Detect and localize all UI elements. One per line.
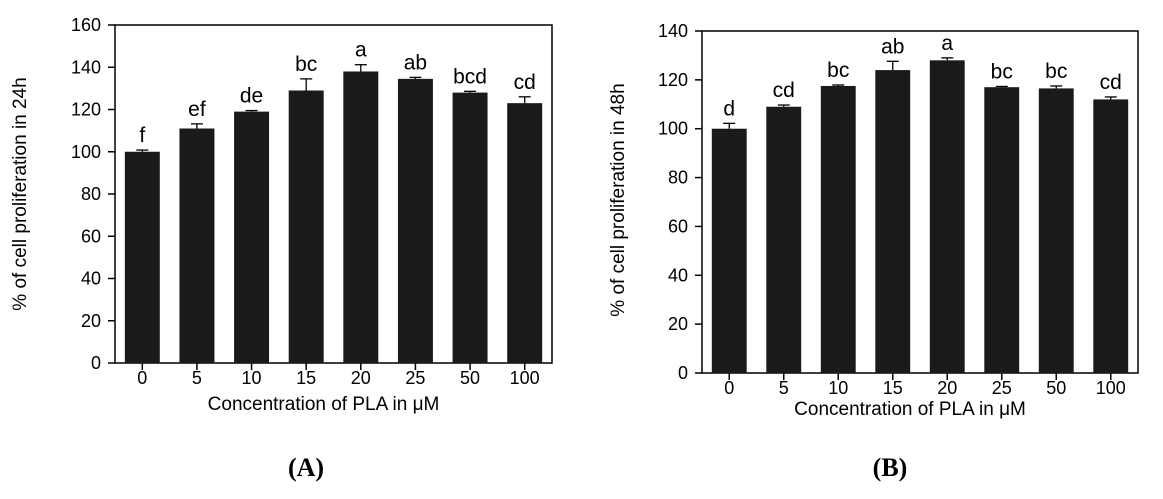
chart-1-x-tick-label: 25: [992, 378, 1012, 398]
chart-0-bar-50: [452, 92, 488, 363]
chart-1-significance-label: cd: [1100, 71, 1122, 94]
chart-0-x-tick-label: 10: [242, 368, 262, 388]
chart-0-y-axis-title: % of cell proliferation in 24h: [10, 77, 31, 310]
chart-0-significance-label: de: [240, 85, 263, 108]
chart-1-bar-20: [929, 60, 965, 374]
chart-1-x-tick-label: 20: [937, 378, 957, 398]
chart-1-significance-label: a: [941, 32, 953, 55]
chart-1-x-tick-label: 100: [1096, 378, 1126, 398]
chart-0-x-tick-label: 20: [351, 368, 371, 388]
chart-0-bar-25: [397, 78, 433, 364]
chart-1-x-tick-label: 50: [1046, 378, 1066, 398]
chart-0-y-tick-label: 0: [91, 353, 101, 373]
chart-1-significance-label: d: [723, 97, 735, 120]
chart-1-x-tick-label: 10: [828, 378, 848, 398]
chart-1-bar-10: [820, 85, 856, 373]
chart-0-y-tick-label: 20: [81, 311, 101, 331]
chart-0-x-tick-label: 50: [460, 368, 480, 388]
chart-0-bar-100: [507, 103, 543, 363]
chart-1-significance-label: ab: [881, 35, 904, 58]
chart-1-bar-100: [1093, 99, 1129, 374]
chart-0-significance-label: a: [355, 39, 367, 62]
chart-0-y-tick-label: 100: [71, 142, 101, 162]
chart-1-y-tick-label: 20: [668, 314, 688, 334]
chart-0-bar-0: [124, 151, 160, 363]
chart-0-y-tick-label: 60: [81, 226, 101, 246]
chart-0-y-tick-label: 80: [81, 184, 101, 204]
chart-1-bar-15: [875, 70, 911, 373]
chart-1-y-tick-label: 140: [658, 21, 688, 41]
chart-1-significance-label: bc: [991, 60, 1013, 83]
chart-1-y-tick-label: 120: [658, 70, 688, 90]
chart-0-x-tick-label: 15: [296, 368, 316, 388]
chart-0-significance-label: f: [139, 124, 145, 147]
chart-1-significance-label: bc: [1045, 60, 1067, 83]
chart-1-x-tick-label: 5: [779, 378, 789, 398]
chart-0-significance-label: bc: [295, 53, 317, 76]
panel-a-chart: 0 20 40 60 80 100 120 140 160 f 0 ef 5 de 10 bc 15 a 20 ab 2…: [10, 15, 553, 482]
chart-1-y-tick-label: 0: [678, 363, 688, 383]
chart-1-bar-5: [766, 106, 802, 373]
chart-1-y-tick-label: 100: [658, 119, 688, 139]
chart-0-panel-label: (A): [288, 453, 324, 482]
chart-0-significance-label: cd: [514, 71, 536, 94]
chart-1-y-tick-label: 80: [668, 168, 688, 188]
chart-0-significance-label: ef: [188, 98, 206, 121]
chart-0-significance-label: bcd: [453, 65, 487, 88]
chart-1-x-tick-label: 0: [724, 378, 734, 398]
chart-0-x-tick-label: 5: [192, 368, 202, 388]
chart-1-bar-25: [984, 87, 1020, 373]
panel-b-chart: 0 20 40 60 80 100 120 140 d 0 cd 5 bc 10 ab 15 a 20 bc 25 bc…: [608, 21, 1139, 482]
chart-1-x-axis-title: Concentration of PLA in μM: [794, 399, 1026, 420]
chart-1-bar-50: [1038, 88, 1074, 374]
chart-0-x-tick-label: 25: [405, 368, 425, 388]
chart-0-bar-5: [179, 128, 215, 363]
chart-0-x-tick-label: 0: [137, 368, 147, 388]
chart-1-x-tick-label: 15: [883, 378, 903, 398]
chart-0-y-tick-label: 40: [81, 269, 101, 289]
chart-1-significance-label: bc: [827, 59, 849, 82]
chart-0-x-axis-title: Concentration of PLA in μM: [208, 394, 440, 415]
chart-1-y-tick-label: 40: [668, 265, 688, 285]
chart-0-significance-label: ab: [404, 51, 427, 74]
chart-0-x-tick-label: 100: [510, 368, 540, 388]
chart-1-y-tick-label: 60: [668, 216, 688, 236]
chart-0-y-tick-label: 120: [71, 100, 101, 120]
chart-1-plot-frame: [701, 30, 1139, 374]
chart-1-y-axis-title: % of cell proliferation in 48h: [608, 83, 629, 316]
chart-0-bar-10: [234, 111, 270, 363]
chart-0-y-tick-label: 160: [71, 15, 101, 35]
chart-0-y-tick-label: 140: [71, 57, 101, 77]
chart-1-significance-label: cd: [773, 79, 795, 102]
chart-0-bar-15: [288, 90, 324, 364]
chart-0-bar-20: [343, 71, 379, 363]
chart-1-bar-0: [711, 128, 747, 373]
chart-1-panel-label: (B): [873, 453, 908, 482]
